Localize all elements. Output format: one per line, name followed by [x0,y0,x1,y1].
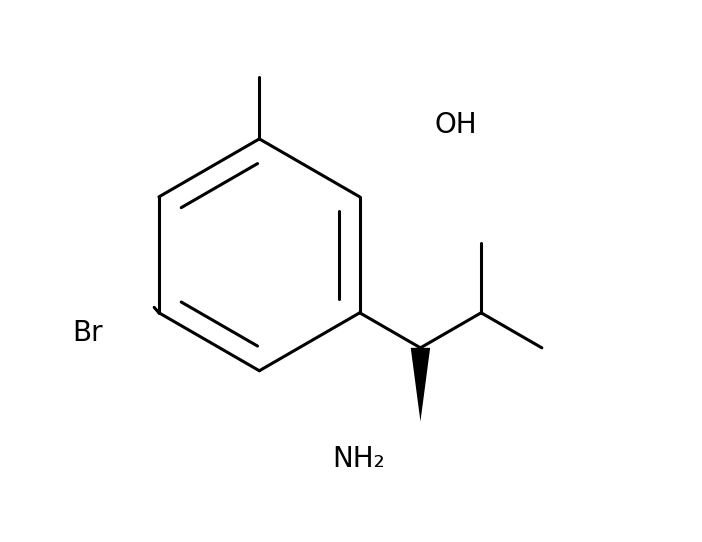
Text: Br: Br [72,319,103,347]
Text: OH: OH [435,111,477,139]
Text: NH₂: NH₂ [333,444,385,473]
Polygon shape [411,348,430,422]
